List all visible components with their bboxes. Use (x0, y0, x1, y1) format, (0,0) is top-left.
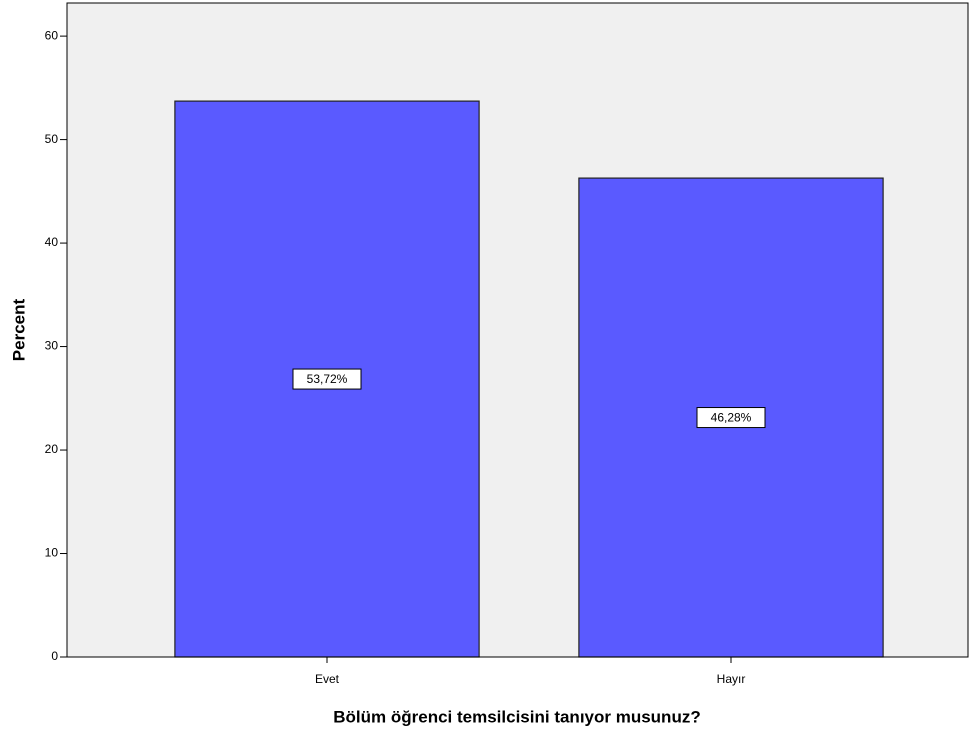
y-tick-label: 20 (45, 442, 59, 456)
y-tick-label: 60 (45, 28, 59, 42)
x-axis-title: Bölüm öğrenci temsilcisini tanıyor musun… (333, 707, 700, 726)
x-tick-label: Hayır (717, 672, 746, 686)
value-label-box (292, 368, 362, 390)
y-tick-label: 30 (45, 339, 59, 353)
y-tick-label: 50 (45, 132, 59, 146)
value-label-box (696, 407, 766, 429)
value-label: 53,72% (307, 372, 348, 386)
y-tick-label: 40 (45, 235, 59, 249)
y-tick-label: 10 (45, 546, 59, 560)
y-tick-label: 0 (51, 649, 58, 663)
value-label: 46,28% (711, 411, 752, 425)
x-tick-label: Evet (315, 672, 340, 686)
y-axis-title: Percent (9, 298, 28, 361)
